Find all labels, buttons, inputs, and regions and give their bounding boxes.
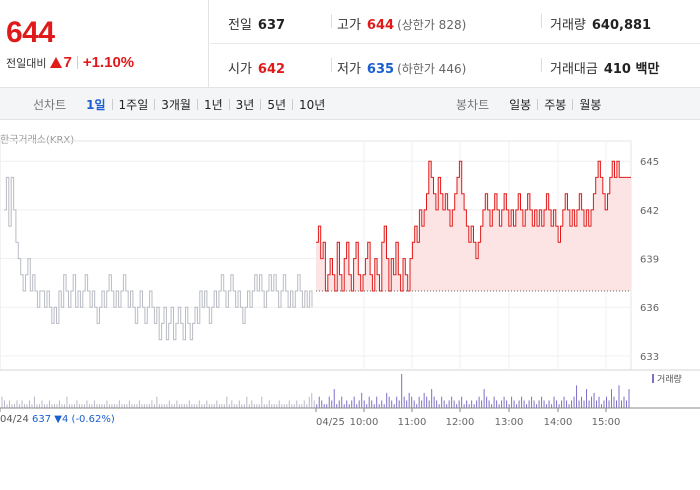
price-summary: 644 전일대비 7 +1.10% 전일 637 고가 644 (상한가 828) 거… [0, 0, 700, 88]
info-row-1: 전일 637 고가 644 (상한가 828) 거래량 640,881 [210, 0, 700, 44]
high-value: 644 [366, 18, 395, 33]
x-tick-label: 10:00 [350, 417, 379, 428]
divider [331, 14, 332, 28]
price-info-grid: 전일 637 고가 644 (상한가 828) 거래량 640,881 시가 642 저가… [210, 0, 700, 88]
tab-1d[interactable]: 1일 [86, 98, 106, 112]
tab-10y[interactable]: 10년 [299, 98, 326, 112]
tab-5y[interactable]: 5년 [267, 98, 287, 112]
high-cell: 고가 644 (상한가 828) [337, 14, 466, 33]
line-chart-tabs: 선차트 1일 1주일 3개월 1년 3년 5년 10년 [33, 96, 331, 113]
y-tick-label: 633 [640, 352, 659, 363]
series-line-04-25 [316, 160, 631, 292]
y-tick-label: 645 [640, 157, 659, 168]
y-tick-label: 642 [640, 206, 659, 217]
divider [541, 58, 542, 72]
y-tick-label: 639 [640, 255, 659, 266]
tab-monthly[interactable]: 월봉 [579, 98, 602, 112]
x-tick-label: 14:00 [544, 417, 573, 428]
candle-chart-title: 봉차트 [456, 98, 490, 112]
tab-1w[interactable]: 1주일 [118, 98, 149, 112]
info-row-2: 시가 642 저가 635 (하한가 446) 거래대금 410 백만 [210, 44, 700, 88]
x-tick-label: 13:00 [495, 417, 524, 428]
low-cell: 저가 635 (하한가 446) [337, 58, 466, 77]
low-label: 저가 [337, 62, 361, 77]
prev-day-change: ▼4 [54, 414, 69, 425]
change-value: 7 [63, 54, 72, 71]
volume-legend: 거래량 [652, 372, 682, 385]
x-tick-label: 04/25 [316, 417, 345, 428]
upper-limit: (상한가 828) [397, 18, 467, 32]
current-price-box: 644 전일대비 7 +1.10% [0, 0, 209, 88]
amount-value: 410 백만 [603, 62, 660, 77]
divider [537, 99, 539, 110]
high-label: 고가 [337, 18, 361, 33]
tab-1y[interactable]: 1년 [203, 98, 223, 112]
change-percent: +1.10% [82, 54, 135, 71]
divider [292, 99, 294, 110]
x-tick-label: 15:00 [592, 417, 621, 428]
prev-day-info: 04/24 637 ▼4 (-0.62%) [0, 414, 115, 425]
divider [331, 58, 332, 72]
prev-day-pct: (-0.62%) [71, 414, 115, 425]
divider [154, 99, 156, 110]
period-bar: 선차트 1일 1주일 3개월 1년 3년 5년 10년 봉차트 일봉 주봉 월봉 [0, 88, 700, 120]
amount-label: 거래대금 [550, 62, 598, 77]
prev-close-cell: 전일 637 [228, 14, 285, 33]
current-price: 644 [6, 16, 55, 49]
divider [572, 99, 574, 110]
up-triangle-icon [50, 57, 63, 68]
amount-cell: 거래대금 410 백만 [550, 58, 659, 77]
volume-legend-swatch [652, 374, 654, 383]
change-label: 전일대비 [6, 56, 47, 70]
prev-day-price: 637 [32, 414, 52, 425]
divider [541, 14, 542, 28]
lower-limit: (하한가 446) [397, 62, 467, 76]
open-label: 시가 [228, 62, 252, 77]
volume-cell: 거래량 640,881 [550, 14, 651, 33]
open-value: 642 [257, 62, 286, 77]
volume-value: 640,881 [591, 18, 652, 33]
volume-label: 거래량 [550, 18, 586, 33]
prev-close-value: 637 [257, 18, 286, 33]
low-value: 635 [366, 62, 395, 77]
divider [228, 99, 230, 110]
y-tick-label: 636 [640, 303, 659, 314]
series-line-04-24 [4, 176, 313, 341]
prev-day-date: 04/24 [0, 414, 29, 425]
x-tick-label: 12:00 [446, 417, 475, 428]
divider [196, 99, 198, 110]
prev-close-label: 전일 [228, 18, 252, 33]
tab-weekly[interactable]: 주봉 [544, 98, 567, 112]
divider [76, 56, 78, 69]
tab-3y[interactable]: 3년 [235, 98, 255, 112]
divider [111, 99, 113, 110]
open-cell: 시가 642 [228, 58, 285, 77]
divider [260, 99, 262, 110]
candle-chart-tabs: 봉차트 일봉 주봉 월봉 [456, 96, 607, 113]
tab-daily[interactable]: 일봉 [509, 98, 532, 112]
change-row: 전일대비 7 +1.10% [6, 54, 134, 71]
volume-legend-label: 거래량 [657, 375, 682, 385]
line-chart-title: 선차트 [33, 98, 67, 112]
tab-3m[interactable]: 3개월 [161, 98, 191, 112]
x-tick-label: 11:00 [398, 417, 427, 428]
